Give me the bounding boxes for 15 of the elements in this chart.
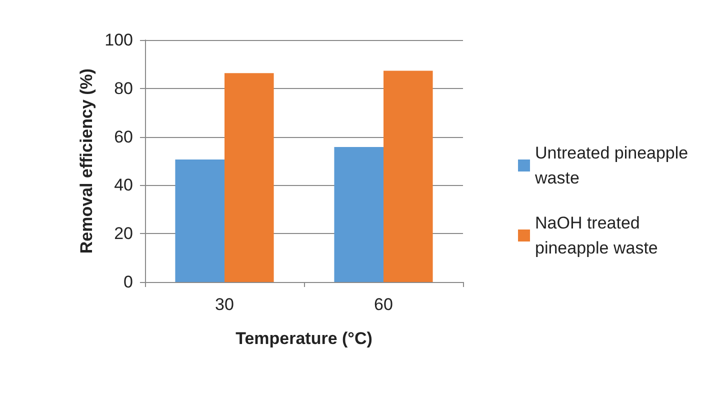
x-tick-label: 30	[215, 295, 234, 314]
y-tick-label: 40	[114, 176, 133, 195]
bar	[175, 160, 224, 282]
legend-label: Untreated pineapple waste	[534, 144, 693, 188]
y-tick-label: 100	[104, 30, 133, 50]
x-axis-title: Temperature (°C)	[236, 329, 372, 348]
bar	[384, 70, 433, 282]
legend-label: NaOH treated pineapple waste	[535, 214, 658, 258]
y-tick-label: 80	[114, 78, 133, 98]
y-tick-label: 0	[124, 272, 133, 292]
y-tick-label: 20	[114, 224, 133, 244]
bar	[224, 73, 274, 282]
y-tick-label: 60	[114, 127, 133, 146]
bar	[334, 146, 384, 282]
y-axis-title: Removal efficiency (%)	[77, 68, 96, 254]
